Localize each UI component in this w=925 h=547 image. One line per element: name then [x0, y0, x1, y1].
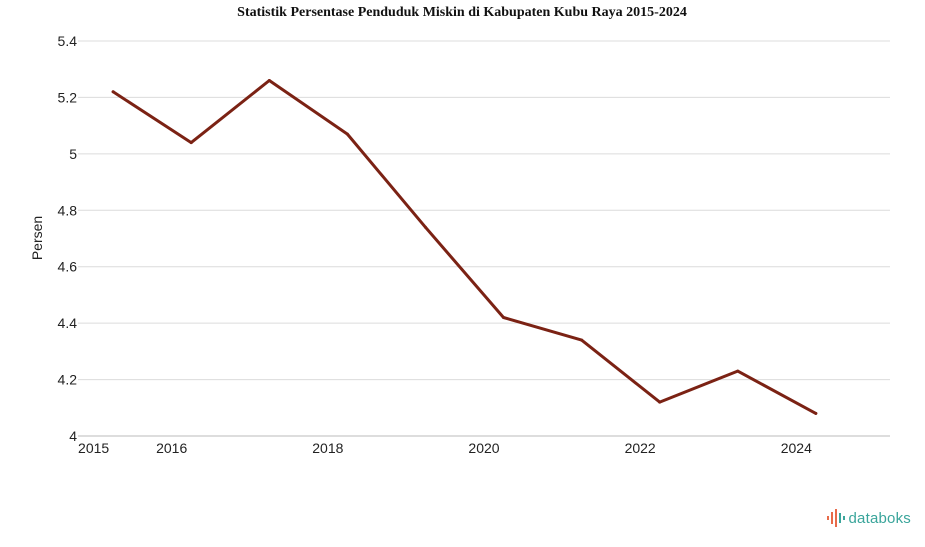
y-tick-label: 5.4 [58, 33, 78, 49]
chart-title: Statistik Persentase Penduduk Miskin di … [237, 5, 687, 20]
data-point [814, 411, 818, 415]
y-tick-label: 5 [69, 146, 77, 162]
y-tick-label: 4.2 [58, 372, 78, 388]
databoks-brand: databoks [826, 509, 911, 527]
y-tick-label: 4 [69, 428, 77, 444]
x-tick-label: 2018 [312, 440, 343, 456]
data-point [111, 90, 115, 94]
x-axis-ticks: 2015 2016 2018 2020 2022 2024 [78, 440, 812, 456]
data-point [502, 316, 506, 319]
series-line [111, 79, 818, 415]
x-tick-label: 2022 [625, 440, 656, 456]
gridlines [78, 40, 890, 437]
data-point [345, 132, 349, 136]
data-point [658, 400, 662, 404]
y-tick-label: 4.6 [58, 259, 78, 275]
x-tick-label: 2016 [156, 440, 187, 456]
data-point [423, 225, 427, 229]
y-tick-label: 5.2 [58, 89, 78, 105]
x-tick-label: 2020 [468, 440, 499, 456]
databoks-logo-icon [826, 509, 845, 527]
y-axis-ticks: 4 4.2 4.4 4.6 4.8 5 5.2 5.4 [58, 33, 78, 444]
y-tick-label: 4.4 [58, 315, 78, 331]
data-point [580, 338, 584, 342]
data-point [267, 79, 271, 82]
data-point [736, 369, 740, 373]
x-tick-label: 2024 [781, 440, 812, 456]
databoks-wordmark: databoks [848, 509, 911, 527]
x-tick-label: 2015 [78, 440, 109, 456]
data-series [111, 79, 818, 415]
data-point [189, 141, 193, 145]
y-axis-label: Persen [29, 216, 45, 260]
y-tick-label: 4.8 [58, 202, 78, 218]
